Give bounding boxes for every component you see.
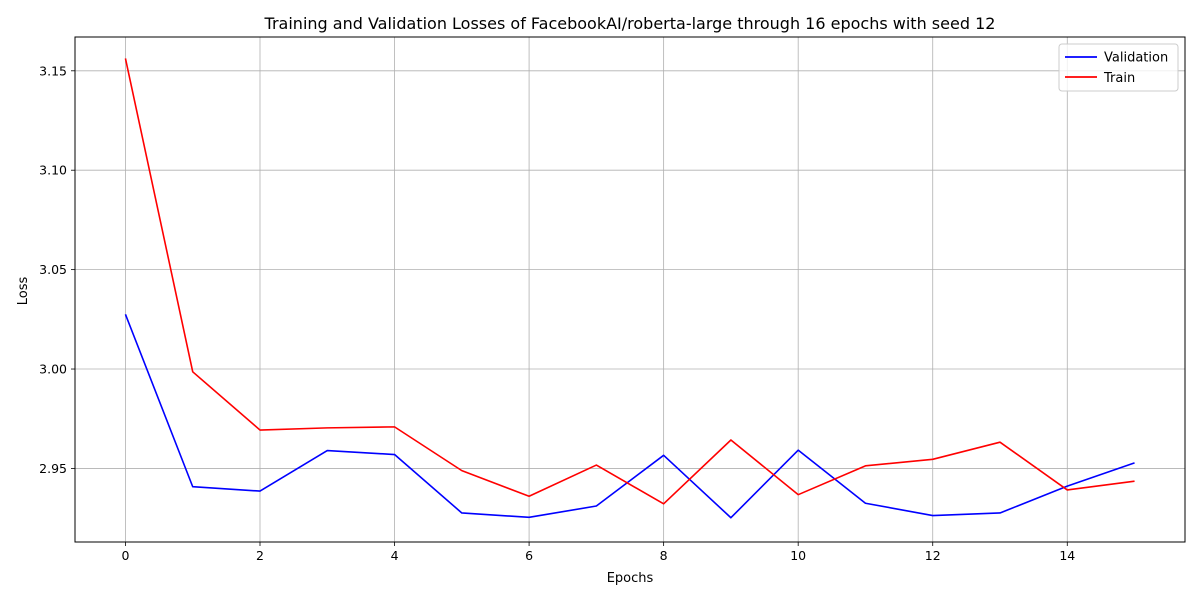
legend: Validation Train	[1058, 43, 1179, 92]
x-tick-label: 14	[1059, 548, 1075, 563]
grid	[75, 37, 1185, 542]
series-line-train	[124, 58, 1135, 505]
y-tick-label: 3.15	[39, 63, 67, 78]
y-tick-label: 3.05	[39, 262, 67, 277]
x-tick-label: 2	[256, 548, 264, 563]
x-tick-label: 4	[391, 548, 399, 563]
x-tick-label: 0	[121, 548, 129, 563]
x-axis-label: Epochs	[607, 571, 654, 586]
series-line-validation	[124, 314, 1135, 519]
x-tick-label: 8	[660, 548, 668, 563]
y-tick-label: 2.95	[39, 461, 67, 476]
y-axis-label: Loss	[16, 277, 31, 306]
legend-label-validation: Validation	[1104, 51, 1168, 66]
x-tick-label: 10	[790, 548, 806, 563]
series	[124, 58, 1135, 519]
x-tick-label: 6	[525, 548, 533, 563]
axis-ticks: 0 2 4 6 8 10 12 14 2.95 3.00 3.05 3.10 3.15	[39, 63, 1075, 563]
plot-frame	[74, 36, 1186, 543]
legend-label-train: Train	[1103, 71, 1135, 86]
y-tick-label: 3.00	[39, 362, 67, 377]
x-tick-label: 12	[925, 548, 941, 563]
chart-title: Training and Validation Losses of Facebo…	[264, 14, 996, 33]
y-tick-label: 3.10	[39, 163, 67, 178]
legend-box	[1058, 43, 1179, 92]
